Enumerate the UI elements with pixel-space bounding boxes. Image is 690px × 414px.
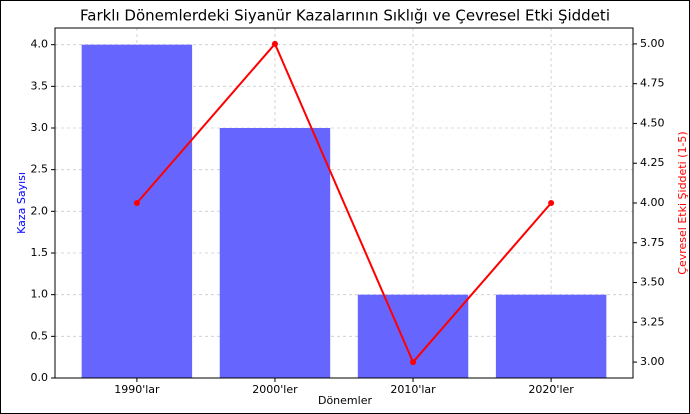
y-tick-label: 2.5 [31, 163, 49, 176]
x-tick-label: 2010'lar [390, 383, 436, 396]
x-axis-label: Dönemler [318, 394, 372, 407]
y2-tick-label: 3.75 [640, 236, 665, 249]
y2-tick-label: 3.25 [640, 315, 665, 328]
bar [219, 128, 331, 378]
y2-tick-label: 4.50 [640, 116, 665, 129]
y2-tick-label: 3.00 [640, 355, 665, 368]
y2-tick-label: 4.75 [640, 77, 665, 90]
y-tick-label: 1.5 [31, 246, 49, 259]
y-axis-label: Kaza Sayısı [15, 172, 28, 234]
bar [357, 294, 469, 378]
point [548, 200, 555, 206]
y2-tick-label: 5.00 [640, 37, 665, 50]
bar [81, 44, 193, 379]
y-tick-label: 3.5 [31, 79, 49, 92]
y-tick-label: 2.0 [31, 204, 49, 217]
y-tick-label: 4.0 [31, 38, 49, 51]
point [271, 40, 278, 47]
point [133, 200, 140, 206]
chart-title: Farklı Dönemlerdeki Siyanür Kazalarının … [80, 7, 610, 25]
y-tick-label: 0.0 [31, 371, 49, 384]
y-tick-label: 0.5 [31, 329, 49, 342]
x-tick-label: 1990'lar [114, 383, 160, 396]
y2-axis-label: Çevresel Etki Şiddeti (1-5) [676, 131, 689, 274]
y-tick-label: 3.0 [31, 121, 49, 134]
point [410, 359, 417, 366]
line [136, 42, 552, 364]
y2-tick-label: 3.50 [640, 276, 665, 289]
x-tick-label: 2020'ler [528, 383, 574, 396]
x-tick-label: 2000'ler [252, 383, 298, 396]
y2-tick-label: 4.00 [640, 196, 665, 209]
y2-tick-label: 4.25 [640, 156, 665, 169]
bar [495, 294, 607, 378]
y-tick-label: 1.0 [31, 288, 49, 301]
